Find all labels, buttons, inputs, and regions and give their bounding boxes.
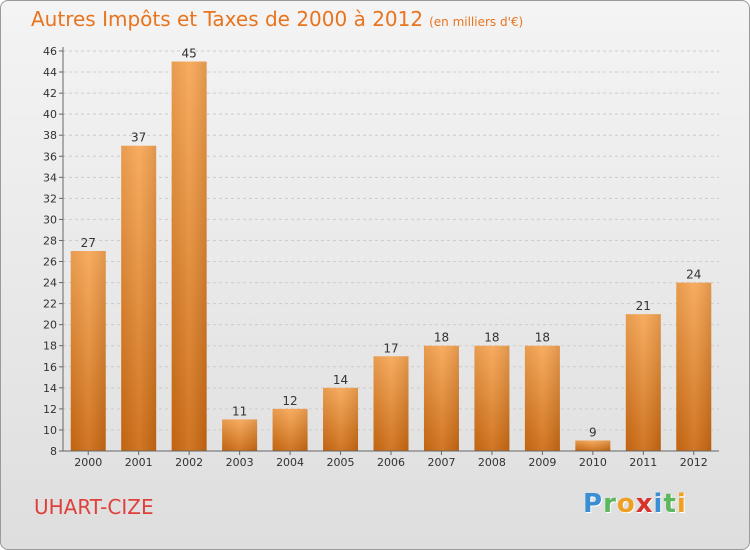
logo-letter: i — [676, 489, 687, 519]
bar-value-label: 18 — [434, 331, 449, 345]
logo-letter: P — [583, 489, 604, 519]
y-tick-label: 46 — [43, 45, 57, 58]
bar-value-label: 11 — [232, 404, 247, 418]
bar-value-label: 14 — [333, 373, 348, 387]
y-tick-label: 24 — [43, 277, 57, 290]
logo-letter: o — [616, 489, 636, 519]
bars: 27 37 45 11 12 14 17 18 18 18 9 21 24 — [70, 47, 712, 452]
y-tick-label: 22 — [43, 298, 57, 311]
x-tick-label: 2005 — [327, 456, 355, 469]
y-tick-label: 38 — [43, 129, 57, 142]
y-tick-label: 34 — [43, 171, 57, 184]
x-tick-label: 2003 — [226, 456, 254, 469]
chart-title: Autres Impôts et Taxes de 2000 à 2012 (en… — [31, 7, 523, 31]
y-tick-label: 32 — [43, 192, 57, 205]
x-tick-label: 2001 — [125, 456, 153, 469]
x-tick-label: 2010 — [579, 456, 607, 469]
bar-value-label: 17 — [383, 341, 398, 355]
bar-shade — [323, 387, 359, 451]
bar-value-label: 37 — [131, 131, 146, 145]
x-tick-label: 2006 — [377, 456, 405, 469]
bar-value-label: 18 — [484, 331, 499, 345]
logo-letter: r — [603, 489, 617, 519]
y-tick-label: 8 — [50, 445, 57, 458]
bar-shade — [373, 356, 409, 451]
chart-title-main: Autres Impôts et Taxes de 2000 à 2012 — [31, 7, 424, 31]
y-tick-label: 12 — [43, 403, 57, 416]
x-tick-label: 2008 — [478, 456, 506, 469]
bar-shade — [171, 61, 207, 452]
y-tick-label: 16 — [43, 361, 57, 374]
x-tick-label: 2011 — [629, 456, 657, 469]
bar-value-label: 12 — [282, 394, 297, 408]
proxiti-logo[interactable]: Proxiti — [583, 489, 687, 519]
y-tick-label: 40 — [43, 108, 57, 121]
y-tick-label: 42 — [43, 87, 57, 100]
logo-letter: t — [663, 489, 677, 519]
y-tick-label: 18 — [43, 340, 57, 353]
bar-shade — [524, 345, 560, 451]
x-tick-label: 2002 — [175, 456, 203, 469]
bar-value-label: 24 — [686, 268, 701, 282]
logo-letter: i — [653, 489, 664, 519]
bar-value-label: 45 — [182, 47, 197, 61]
x-tick-label: 2009 — [528, 456, 556, 469]
y-tick-label: 14 — [43, 382, 57, 395]
bar-shade — [121, 145, 157, 451]
axes: 8 10 12 14 16 18 20 22 24 26 28 30 32 34 36 38 40 42 44 46 2… — [43, 45, 719, 469]
bar-value-label: 27 — [81, 236, 96, 250]
y-tick-label: 10 — [43, 424, 57, 437]
bar-shade — [272, 408, 308, 451]
y-tick-label: 26 — [43, 256, 57, 269]
bar-shade — [474, 345, 510, 451]
bar-shade — [625, 314, 661, 451]
x-tick-label: 2012 — [680, 456, 708, 469]
x-tick-label: 2000 — [74, 456, 102, 469]
commune-name: UHART-CIZE — [34, 495, 154, 519]
bar-shade — [575, 440, 611, 451]
logo-letter: x — [635, 489, 654, 519]
y-tick-label: 30 — [43, 213, 57, 226]
bar-shade — [676, 282, 712, 451]
bar-value-label: 21 — [636, 299, 651, 313]
bar-shade — [423, 345, 459, 451]
x-tick-label: 2007 — [427, 456, 455, 469]
y-tick-label: 20 — [43, 319, 57, 332]
bar-value-label: 9 — [589, 425, 597, 439]
bar-shade — [70, 251, 106, 451]
bar-shade — [222, 419, 258, 451]
chart-title-unit: (en milliers d'€) — [429, 15, 524, 29]
x-tick-label: 2004 — [276, 456, 304, 469]
bar-value-label: 18 — [535, 331, 550, 345]
y-tick-label: 36 — [43, 150, 57, 163]
y-tick-label: 44 — [43, 66, 57, 79]
y-tick-label: 28 — [43, 234, 57, 247]
